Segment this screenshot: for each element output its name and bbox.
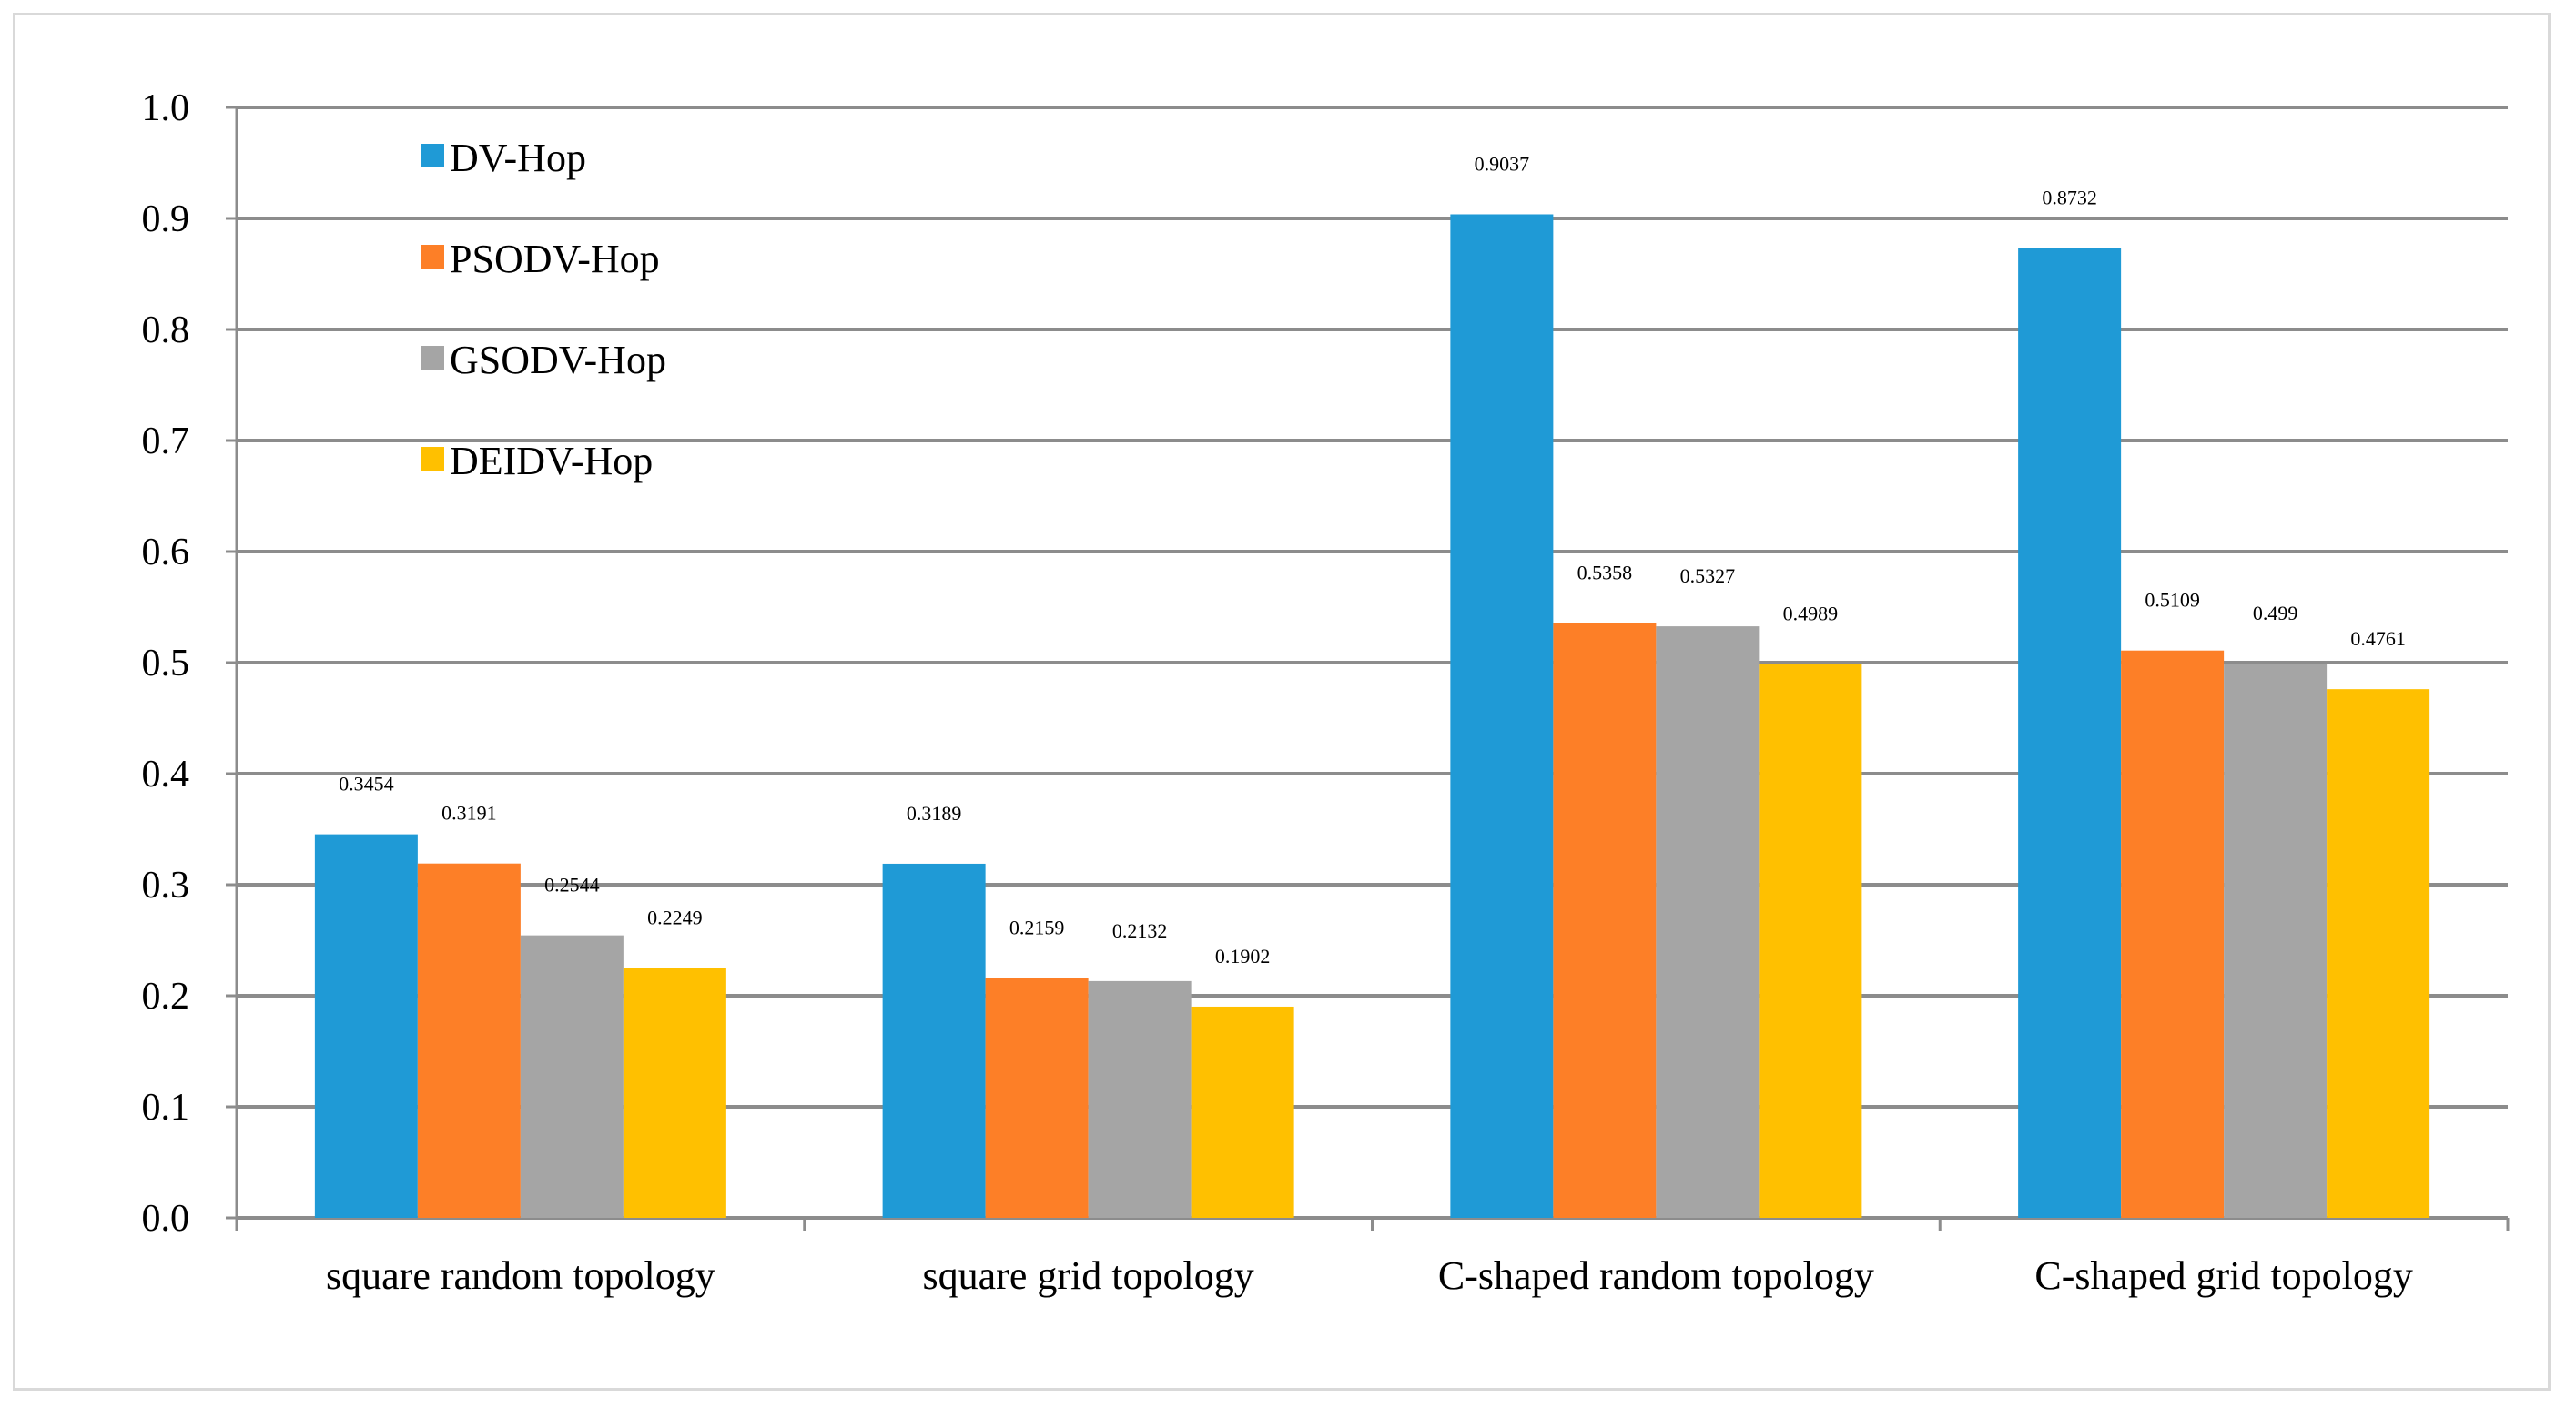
data-label-PSODV-Hop-1: 0.2159 [1009, 917, 1065, 939]
data-label-DEIDV-Hop-3: 0.4761 [2350, 627, 2406, 650]
data-label-GSODV-Hop-1: 0.2132 [1112, 919, 1168, 942]
bar-GSODV-Hop-0 [520, 935, 624, 1218]
data-label-DEIDV-Hop-0: 0.2249 [647, 907, 703, 929]
data-label-PSODV-Hop-3: 0.5109 [2145, 589, 2200, 612]
bar-GSODV-Hop-1 [1088, 980, 1192, 1218]
category-label-0: square random topology [326, 1253, 715, 1298]
y-tick-label-6: 0.6 [142, 532, 190, 573]
y-tick-label-2: 0.2 [142, 976, 190, 1018]
data-label-GSODV-Hop-0: 0.2544 [544, 874, 600, 897]
data-label-DEIDV-Hop-1: 0.1902 [1215, 945, 1271, 968]
category-label-1: square grid topology [923, 1253, 1254, 1298]
bar-PSODV-Hop-0 [417, 863, 521, 1218]
legend-swatch-GSODV-Hop [421, 346, 444, 370]
data-label-PSODV-Hop-0: 0.3191 [441, 802, 497, 825]
y-tick-label-5: 0.5 [142, 643, 190, 684]
y-tick-label-3: 0.3 [142, 865, 190, 907]
bar-DV-Hop-0 [314, 834, 418, 1218]
legend-swatch-DV-Hop [421, 144, 444, 167]
bar-DEIDV-Hop-3 [2327, 689, 2430, 1218]
category-label-2: C-shaped random topology [1438, 1253, 1874, 1298]
bar-DEIDV-Hop-2 [1759, 664, 1862, 1218]
legend-label-PSODV-Hop: PSODV-Hop [450, 237, 660, 281]
legend-label-DV-Hop: DV-Hop [450, 136, 586, 180]
y-tick-label-7: 0.7 [142, 421, 190, 462]
data-label-DV-Hop-3: 0.8732 [2042, 187, 2097, 209]
legend-swatch-PSODV-Hop [421, 245, 444, 269]
bar-DV-Hop-2 [1450, 214, 1554, 1219]
data-label-DV-Hop-2: 0.9037 [1475, 152, 1530, 175]
bar-DEIDV-Hop-1 [1191, 1006, 1294, 1218]
bar-DV-Hop-3 [2018, 248, 2122, 1218]
legend-swatch-DEIDV-Hop [421, 447, 444, 471]
data-label-DEIDV-Hop-2: 0.4989 [1783, 602, 1839, 624]
data-label-GSODV-Hop-2: 0.5327 [1680, 564, 1736, 587]
legend-label-DEIDV-Hop: DEIDV-Hop [450, 439, 653, 483]
bar-PSODV-Hop-2 [1553, 623, 1657, 1218]
data-label-DV-Hop-1: 0.3189 [907, 802, 962, 825]
data-label-DV-Hop-0: 0.3454 [339, 773, 394, 796]
category-label-3: C-shaped grid topology [2034, 1253, 2413, 1298]
legend-label-GSODV-Hop: GSODV-Hop [450, 338, 666, 382]
bar-GSODV-Hop-2 [1656, 626, 1760, 1218]
bar-DV-Hop-1 [882, 863, 986, 1218]
bar-GSODV-Hop-3 [2224, 664, 2328, 1218]
data-label-PSODV-Hop-2: 0.5358 [1577, 561, 1633, 583]
y-tick-label-4: 0.4 [142, 754, 190, 796]
bar-DEIDV-Hop-0 [623, 968, 726, 1218]
bar-PSODV-Hop-1 [985, 978, 1089, 1218]
y-tick-label-8: 0.8 [142, 309, 190, 351]
y-tick-label-9: 0.9 [142, 198, 190, 240]
y-tick-label-0: 0.0 [142, 1198, 190, 1240]
bar-PSODV-Hop-3 [2121, 650, 2225, 1218]
data-label-GSODV-Hop-3: 0.499 [2253, 602, 2298, 624]
y-tick-label-10: 1.0 [142, 87, 190, 129]
y-tick-label-1: 0.1 [142, 1087, 190, 1129]
